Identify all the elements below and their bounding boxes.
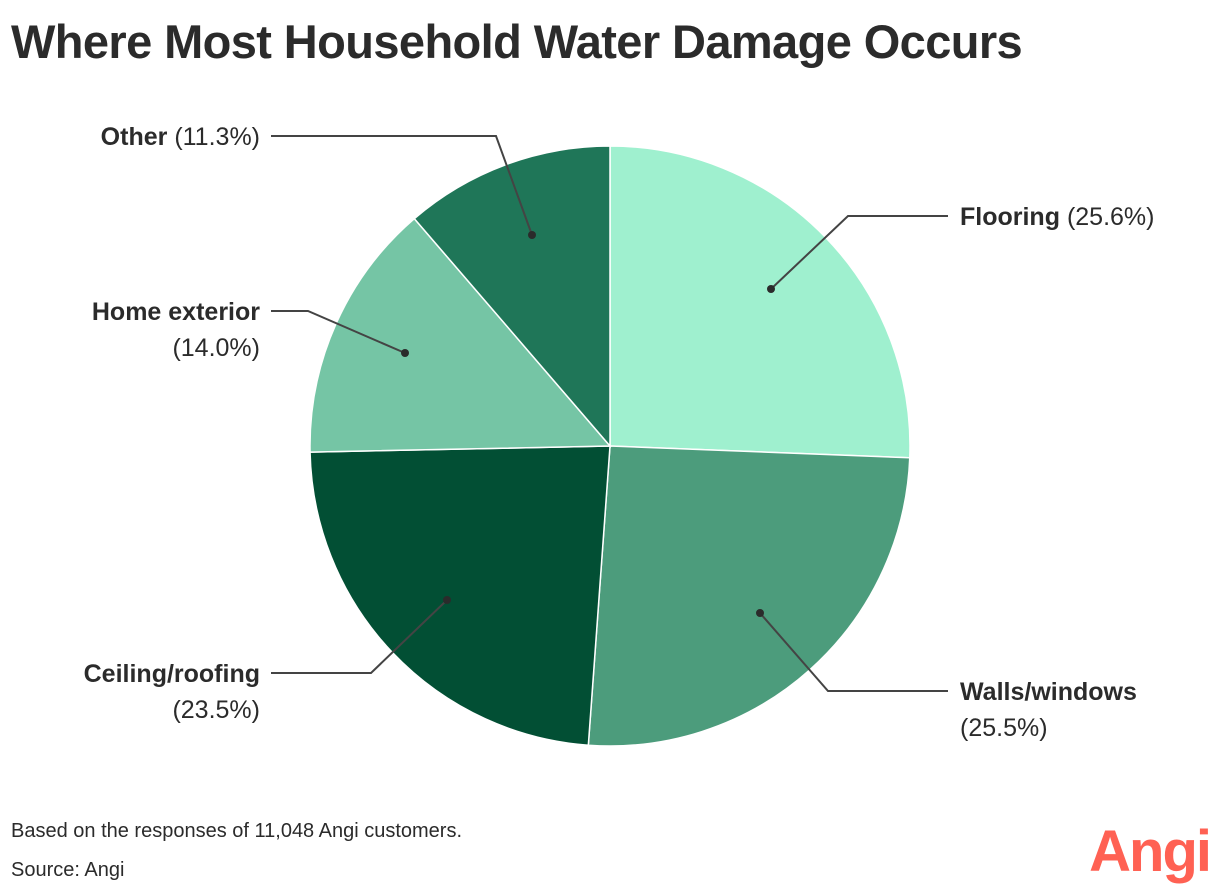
pie-slices — [309, 145, 911, 747]
leader-lines — [271, 135, 948, 692]
leader-line-walls — [759, 612, 948, 692]
label-other-name: Other — [100, 123, 168, 151]
label-exterior-name: Home exterior — [91, 298, 260, 326]
label-walls-pct: (25.5%) — [960, 714, 1048, 742]
leader-line-other — [271, 135, 533, 236]
label-exterior-pct: (14.0%) — [172, 334, 260, 362]
chart-title: Where Most Household Water Damage Occurs — [11, 15, 1023, 68]
pie-slice-flooring — [609, 145, 911, 459]
pie-slice-ceiling-roofing — [309, 445, 611, 747]
label-other-pct: (11.3%) — [174, 123, 260, 151]
source-note: Source: Angi — [11, 859, 125, 881]
label-other: Other (11.3%) — [101, 119, 260, 155]
angi-logo: Angi — [1089, 819, 1212, 884]
label-exterior: Home exterior (14.0%) — [92, 294, 260, 366]
label-ceiling: Ceiling/roofing (23.5%) — [84, 656, 260, 728]
leader-line-ceiling — [271, 599, 448, 674]
footnote: Based on the responses of 11,048 Angi cu… — [11, 820, 463, 842]
label-ceiling-pct: (23.5%) — [172, 696, 260, 724]
label-flooring: Flooring (25.6%) — [960, 199, 1154, 235]
label-ceiling-name: Ceiling/roofing — [83, 660, 260, 688]
label-walls: Walls/windows (25.5%) — [960, 674, 1137, 746]
label-flooring-name: Flooring — [960, 203, 1060, 231]
pie-slice-walls-windows — [587, 445, 911, 747]
label-flooring-pct: (25.6%) — [1066, 203, 1155, 231]
label-walls-name: Walls/windows — [960, 678, 1137, 706]
leader-line-flooring — [770, 215, 948, 290]
leader-dots — [401, 231, 775, 617]
leader-line-exterior — [271, 310, 406, 354]
